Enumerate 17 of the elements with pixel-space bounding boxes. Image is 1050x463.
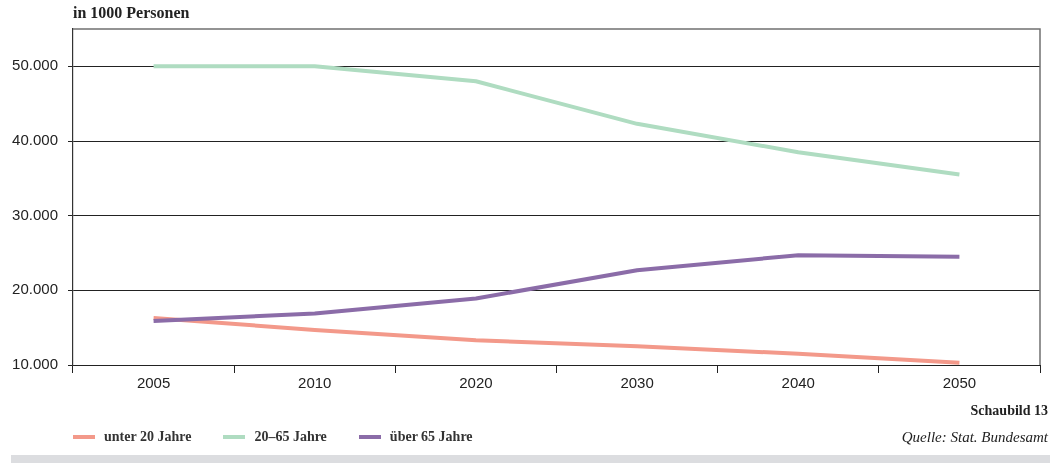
x-tick-label: 2030 xyxy=(620,374,654,392)
source-note: Quelle: Stat. Bundesamt xyxy=(901,428,1048,446)
text: Schaubild 13 xyxy=(970,402,1048,420)
legend-label: über 65 Jahre xyxy=(389,428,473,446)
y-tick-label: 50.000 xyxy=(12,56,58,74)
x-tick-label: 2050 xyxy=(942,374,977,392)
legend-label: unter 20 Jahre xyxy=(104,428,192,446)
legend-label: 20–65 Jahre xyxy=(254,428,327,446)
y-tick-label: 30.000 xyxy=(12,205,58,223)
y-tick-label: 10.000 xyxy=(12,355,58,373)
x-tick-label: 2040 xyxy=(781,374,815,392)
x-tick-label: 2005 xyxy=(136,374,171,392)
y-tick-label: 40.000 xyxy=(12,131,58,149)
y-axis-title: in 1000 Personen xyxy=(73,4,190,22)
y-tick-label: 20.000 xyxy=(12,280,58,298)
x-tick-label: 2020 xyxy=(459,374,493,392)
x-tick-label: 2010 xyxy=(298,374,332,392)
